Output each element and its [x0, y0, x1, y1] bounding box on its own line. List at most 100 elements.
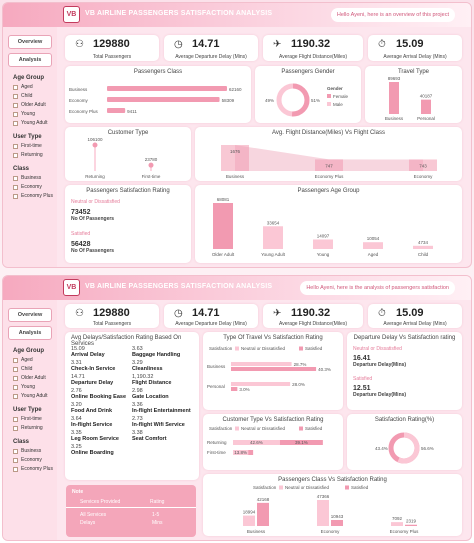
filter-economy-plus[interactable]: Economy Plus [13, 193, 53, 199]
filter-young-adult[interactable]: Young Adult [13, 393, 53, 399]
filter-economy[interactable]: Economy [13, 457, 53, 463]
checkbox[interactable] [13, 193, 18, 199]
bar [389, 82, 399, 114]
kpi-avg-arrival-delay: ⏱ 15.09 Average Arrival Delay (Mins) [368, 35, 462, 61]
checkbox[interactable] [13, 457, 18, 463]
bar [107, 86, 227, 91]
data-label: 23780 [145, 157, 158, 162]
area-band [221, 145, 249, 171]
checkbox[interactable] [13, 184, 18, 190]
filter-child[interactable]: Child [13, 366, 53, 372]
legend-swatch [235, 346, 239, 351]
legend-swatch [279, 485, 283, 490]
kpi-total-passengers: ⚇ 129880 Total Passengers [65, 35, 159, 61]
filter-older-adult[interactable]: Older Adult [13, 102, 53, 108]
service-value: 2.76 [71, 388, 82, 394]
service-value: 3.20 [71, 402, 82, 408]
filter-young[interactable]: Young [13, 111, 53, 117]
greeting-message: Hello Ayeni, here is the analysis of pas… [300, 281, 455, 295]
filter-economy-plus[interactable]: Economy Plus [13, 466, 53, 472]
checkbox[interactable] [13, 393, 18, 399]
kpi-value: 129880 [93, 307, 130, 319]
checkbox[interactable] [13, 175, 18, 181]
filter-older-adult[interactable]: Older Adult [13, 375, 53, 381]
data-label: 39.1% [295, 440, 308, 445]
data-label: 10054 [367, 236, 380, 241]
checkbox[interactable] [13, 366, 18, 372]
brand-logo: VB [63, 279, 80, 296]
tick-label: Older Adult [212, 252, 235, 257]
kpi-avg-departure-delay: ◷ 14.71 Average Departure Delay (Mins) [164, 304, 258, 328]
data-label: 2319 [406, 519, 417, 524]
data-label: 747 [325, 163, 333, 168]
checkbox[interactable] [13, 416, 18, 422]
overview-button[interactable]: Overview [8, 35, 52, 49]
filter-young-adult[interactable]: Young Adult [13, 120, 53, 126]
lollipop-point [148, 162, 154, 168]
filter-first-time[interactable]: First-time [13, 416, 53, 422]
checkbox[interactable] [13, 84, 18, 90]
services-row: 15.09 Arrival Delay 3.31 Check-In Service 14… [71, 346, 193, 458]
tick-label: Returning [207, 440, 227, 445]
checkbox[interactable] [13, 357, 18, 363]
tick-label: Young Adult [261, 252, 286, 257]
page-title: VB AIRLINE PASSENGERS SATISFACTION ANALY… [85, 283, 273, 290]
checkbox[interactable] [13, 152, 18, 158]
checkbox[interactable] [13, 448, 18, 454]
filter-label: Aged [21, 84, 33, 90]
checkbox[interactable] [13, 120, 18, 126]
user-type-filter-title: User Type [13, 407, 42, 413]
legend-swatch [235, 426, 239, 431]
service-name: Arrival Delay [71, 352, 105, 358]
plane-icon: ✈ [273, 39, 282, 50]
checkbox[interactable] [13, 375, 18, 381]
lollipop-point [92, 142, 98, 148]
service-value: 3.63 [132, 346, 143, 352]
filter-aged[interactable]: Aged [13, 357, 53, 363]
tick-label: Business [385, 116, 404, 121]
filter-returning[interactable]: Returning [13, 152, 53, 158]
filter-label: Older Adult [21, 375, 46, 381]
checkbox[interactable] [13, 111, 18, 117]
kpi-avg-departure-delay: ◷ 14.71 Average Departure Delay (Mins) [164, 35, 258, 61]
chart-title: Customer Type [107, 130, 149, 136]
checkbox[interactable] [13, 384, 18, 390]
filter-returning[interactable]: Returning [13, 425, 53, 431]
tick-label: Economy [321, 529, 341, 534]
filter-young[interactable]: Young [13, 384, 53, 390]
satisfaction-percent-chart: 56.6% 43.4% [375, 432, 434, 464]
data-label: 7092 [392, 516, 403, 521]
neutral-value: 73452 [71, 209, 91, 216]
legend-title: Satisfaction [209, 346, 233, 351]
bar [421, 99, 431, 114]
filter-child[interactable]: Child [13, 93, 53, 99]
class-filter-title: Class [13, 166, 30, 172]
filter-business[interactable]: Business [13, 175, 53, 181]
chart-title: Avg Delays/Satisfaction Rating Based On … [71, 335, 182, 347]
analysis-button[interactable]: Analysis [8, 326, 52, 340]
data-label: 28.0% [292, 382, 305, 387]
bar [233, 450, 249, 455]
service-value: 2.73 [132, 416, 143, 422]
checkbox[interactable] [13, 102, 18, 108]
checkbox[interactable] [13, 425, 18, 431]
overview-button[interactable]: Overview [8, 308, 52, 322]
legend-title: Gender [327, 86, 343, 91]
customer-satisfaction-card: Customer Type Vs Satisfaction Rating Sat… [203, 414, 343, 470]
tick-label: Economy Plus [390, 529, 420, 534]
checkbox[interactable] [13, 143, 18, 149]
kpi-value: 14.71 [192, 307, 220, 319]
filter-aged[interactable]: Aged [13, 84, 53, 90]
filter-label: Business [21, 175, 42, 181]
overview-dashboard: VB VB AIRLINE PASSENGERS SATISFACTION AN… [2, 2, 472, 268]
tick-label: Aged [368, 252, 379, 257]
checkbox[interactable] [13, 466, 18, 472]
filter-business[interactable]: Business [13, 448, 53, 454]
analysis-button[interactable]: Analysis [8, 53, 52, 67]
filter-economy[interactable]: Economy [13, 184, 53, 190]
bar [233, 440, 280, 445]
avg-delays-services-card: Avg Delays/Satisfaction Rating Based On … [65, 332, 199, 480]
checkbox[interactable] [13, 93, 18, 99]
filter-first-time[interactable]: First-time [13, 143, 53, 149]
kpi-label: Average Flight Distance(Miles) [279, 54, 347, 60]
